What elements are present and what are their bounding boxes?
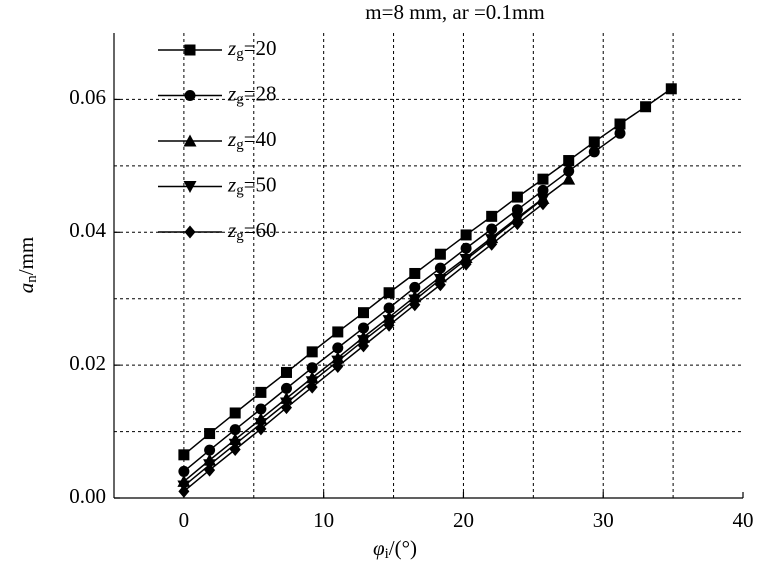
x-tick-label: 30 — [593, 508, 614, 532]
marker — [434, 278, 446, 292]
marker — [537, 184, 549, 196]
x-tick-label: 20 — [453, 508, 474, 532]
marker — [358, 339, 370, 353]
marker — [332, 326, 344, 338]
marker — [640, 101, 652, 113]
marker — [588, 136, 600, 148]
legend-marker — [184, 225, 196, 239]
y-tick-label: 0.00 — [69, 484, 106, 508]
marker — [409, 281, 421, 293]
legend-marker — [184, 90, 196, 101]
marker — [614, 118, 626, 130]
marker — [511, 204, 523, 216]
marker — [306, 362, 318, 374]
marker — [460, 242, 472, 254]
marker — [383, 318, 395, 332]
marker — [204, 463, 216, 477]
marker — [255, 403, 267, 415]
legend-label: zg=50 — [227, 172, 277, 199]
marker — [332, 342, 344, 354]
marker — [178, 465, 190, 477]
y-tick-label: 0.04 — [69, 218, 106, 242]
marker — [537, 197, 549, 211]
legend-label: zg=28 — [227, 81, 277, 108]
marker — [563, 165, 575, 177]
legend-marker — [183, 181, 197, 193]
legend-marker — [184, 44, 196, 56]
marker — [537, 173, 549, 185]
x-axis-label: φi/(°) — [373, 536, 417, 563]
marker — [563, 155, 575, 167]
y-tick-label: 0.06 — [69, 85, 106, 109]
legend-label: zg=20 — [227, 36, 277, 63]
marker — [434, 248, 446, 260]
marker — [460, 229, 472, 241]
marker — [434, 262, 446, 274]
marker — [229, 424, 241, 436]
marker — [383, 287, 395, 299]
marker — [486, 223, 498, 235]
marker — [358, 322, 370, 334]
marker — [665, 83, 677, 95]
marker — [280, 382, 292, 394]
marker — [255, 422, 267, 436]
marker — [229, 443, 241, 457]
x-tick-label: 0 — [179, 508, 190, 532]
marker — [588, 146, 600, 158]
marker — [486, 210, 498, 222]
marker — [614, 127, 626, 139]
marker — [409, 298, 421, 312]
x-tick-label: 10 — [313, 508, 334, 532]
marker — [204, 444, 216, 456]
marker — [511, 217, 523, 231]
marker — [204, 428, 216, 440]
marker — [280, 366, 292, 378]
y-tick-label: 0.02 — [69, 351, 106, 375]
marker — [486, 237, 498, 251]
marker — [460, 257, 472, 271]
legend-label: zg=40 — [227, 127, 277, 154]
y-axis-label: an/mm — [14, 237, 41, 294]
marker — [383, 302, 395, 314]
marker — [306, 346, 318, 358]
marker — [229, 407, 241, 419]
legend-marker — [183, 134, 197, 147]
series-line — [183, 178, 570, 482]
marker — [409, 267, 421, 279]
marker — [255, 386, 267, 398]
marker — [511, 191, 523, 203]
marker — [178, 449, 190, 461]
marker — [306, 380, 318, 394]
legend-label: zg=60 — [227, 218, 277, 245]
marker — [358, 307, 370, 319]
marker — [178, 484, 190, 498]
marker — [562, 172, 576, 185]
chart-title: m=8 mm, ar =0.1mm — [365, 0, 544, 24]
x-tick-label: 40 — [733, 508, 754, 532]
marker — [280, 401, 292, 415]
marker — [332, 359, 344, 373]
